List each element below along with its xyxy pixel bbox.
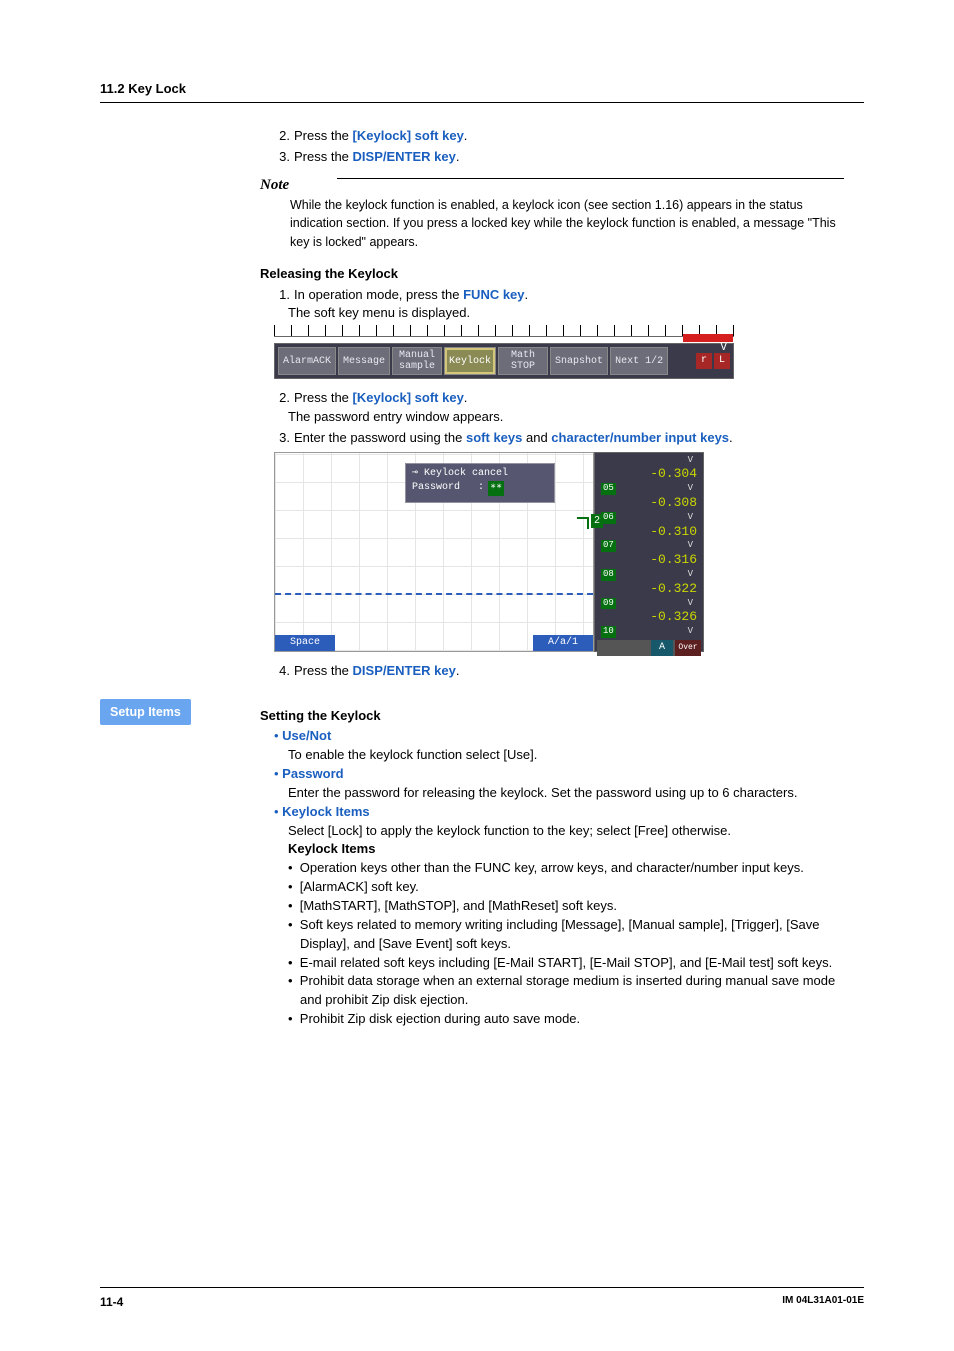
softkey-next[interactable]: Next 1/2 (610, 347, 668, 375)
keylock-bullet: • Prohibit Zip disk ejection during auto… (288, 1010, 844, 1029)
softkey-alarmack[interactable]: AlarmACK (278, 347, 336, 375)
value-row: 06V-0.310 (597, 512, 701, 541)
char-mode-button[interactable]: A/a/1 (533, 635, 593, 651)
callout-elbow: 2 (577, 517, 597, 527)
page-footer: 11-4 IM 04L31A01-01E (100, 1287, 864, 1311)
step-2: 2.Press the [Keylock] soft key. (274, 127, 844, 146)
setup-item-head: Keylock Items (274, 803, 844, 822)
release-step-3: 3.Enter the password using the soft keys… (274, 429, 844, 448)
password-dialog-area: ⊸ Keylock cancel Password :∗∗ 2 Space A/… (274, 452, 734, 652)
value-row: 10V (597, 626, 701, 638)
setup-item-head: Password (274, 765, 844, 784)
trend-grid: ⊸ Keylock cancel Password :∗∗ 2 Space A/… (274, 452, 594, 652)
pod-btn-r[interactable]: r (696, 353, 712, 369)
setup-item-body: Enter the password for releasing the key… (288, 784, 844, 803)
value-row: 09V-0.326 (597, 598, 701, 627)
setup-item-body: Select [Lock] to apply the keylock funct… (288, 822, 844, 841)
softkey-manual-sample[interactable]: Manual sample (392, 347, 442, 375)
page-number: 11-4 (100, 1294, 123, 1311)
softkey-message[interactable]: Message (338, 347, 390, 375)
setup-item-body: To enable the keylock function select [U… (288, 746, 844, 765)
section-header: 11.2 Key Lock (100, 80, 864, 103)
softkey-math-stop[interactable]: Math STOP (498, 347, 548, 375)
setting-keylock-title: Setting the Keylock (260, 707, 844, 726)
releasing-title: Releasing the Keylock (260, 265, 844, 284)
note-label: Note (260, 175, 289, 197)
keylock-items-title: Keylock Items (288, 840, 844, 859)
setup-items-badge: Setup Items (100, 699, 191, 725)
keylock-cancel-dialog: ⊸ Keylock cancel Password :∗∗ (405, 463, 555, 503)
softkey-keylock[interactable]: Keylock (444, 347, 496, 375)
softkey-bar: AlarmACK Message Manual sample Keylock M… (274, 343, 734, 379)
keylock-bullet: • [MathSTART], [MathSTOP], and [MathRese… (288, 897, 844, 916)
keylock-bullet: • Operation keys other than the FUNC key… (288, 859, 844, 878)
release-step-4: 4.Press the DISP/ENTER key. (274, 662, 844, 681)
release-step-1: 1.In operation mode, press the FUNC key.… (274, 286, 844, 324)
setup-item-head: Use/Not (274, 727, 844, 746)
step-3: 3.Press the DISP/ENTER key. (274, 148, 844, 167)
value-row: 07V-0.316 (597, 540, 701, 569)
value-row: 08V-0.322 (597, 569, 701, 598)
password-field[interactable]: ∗∗ (488, 481, 504, 496)
value-row: V-0.304 (597, 455, 701, 484)
softkey-snapshot[interactable]: Snapshot (550, 347, 608, 375)
keylock-bullet: • E-mail related soft keys including [E-… (288, 954, 844, 973)
keylock-bullet: • [AlarmACK] soft key. (288, 878, 844, 897)
keylock-bullet: • Prohibit data storage when an external… (288, 972, 844, 1010)
doc-id: IM 04L31A01-01E (782, 1294, 864, 1311)
release-step-2: 2.Press the [Keylock] soft key. The pass… (274, 389, 844, 427)
keylock-bullet: • Soft keys related to memory writing in… (288, 916, 844, 954)
intro-steps: 2.Press the [Keylock] soft key. 3.Press … (260, 127, 844, 167)
value-row: 05V-0.308 (597, 483, 701, 512)
note-body: While the keylock function is enabled, a… (290, 196, 844, 250)
values-column: V-0.30405V-0.30806V-0.31007V-0.31608V-0.… (594, 452, 704, 652)
softkey-ruler (274, 325, 734, 337)
space-button[interactable]: Space (275, 635, 335, 651)
v-label: V (720, 341, 727, 357)
